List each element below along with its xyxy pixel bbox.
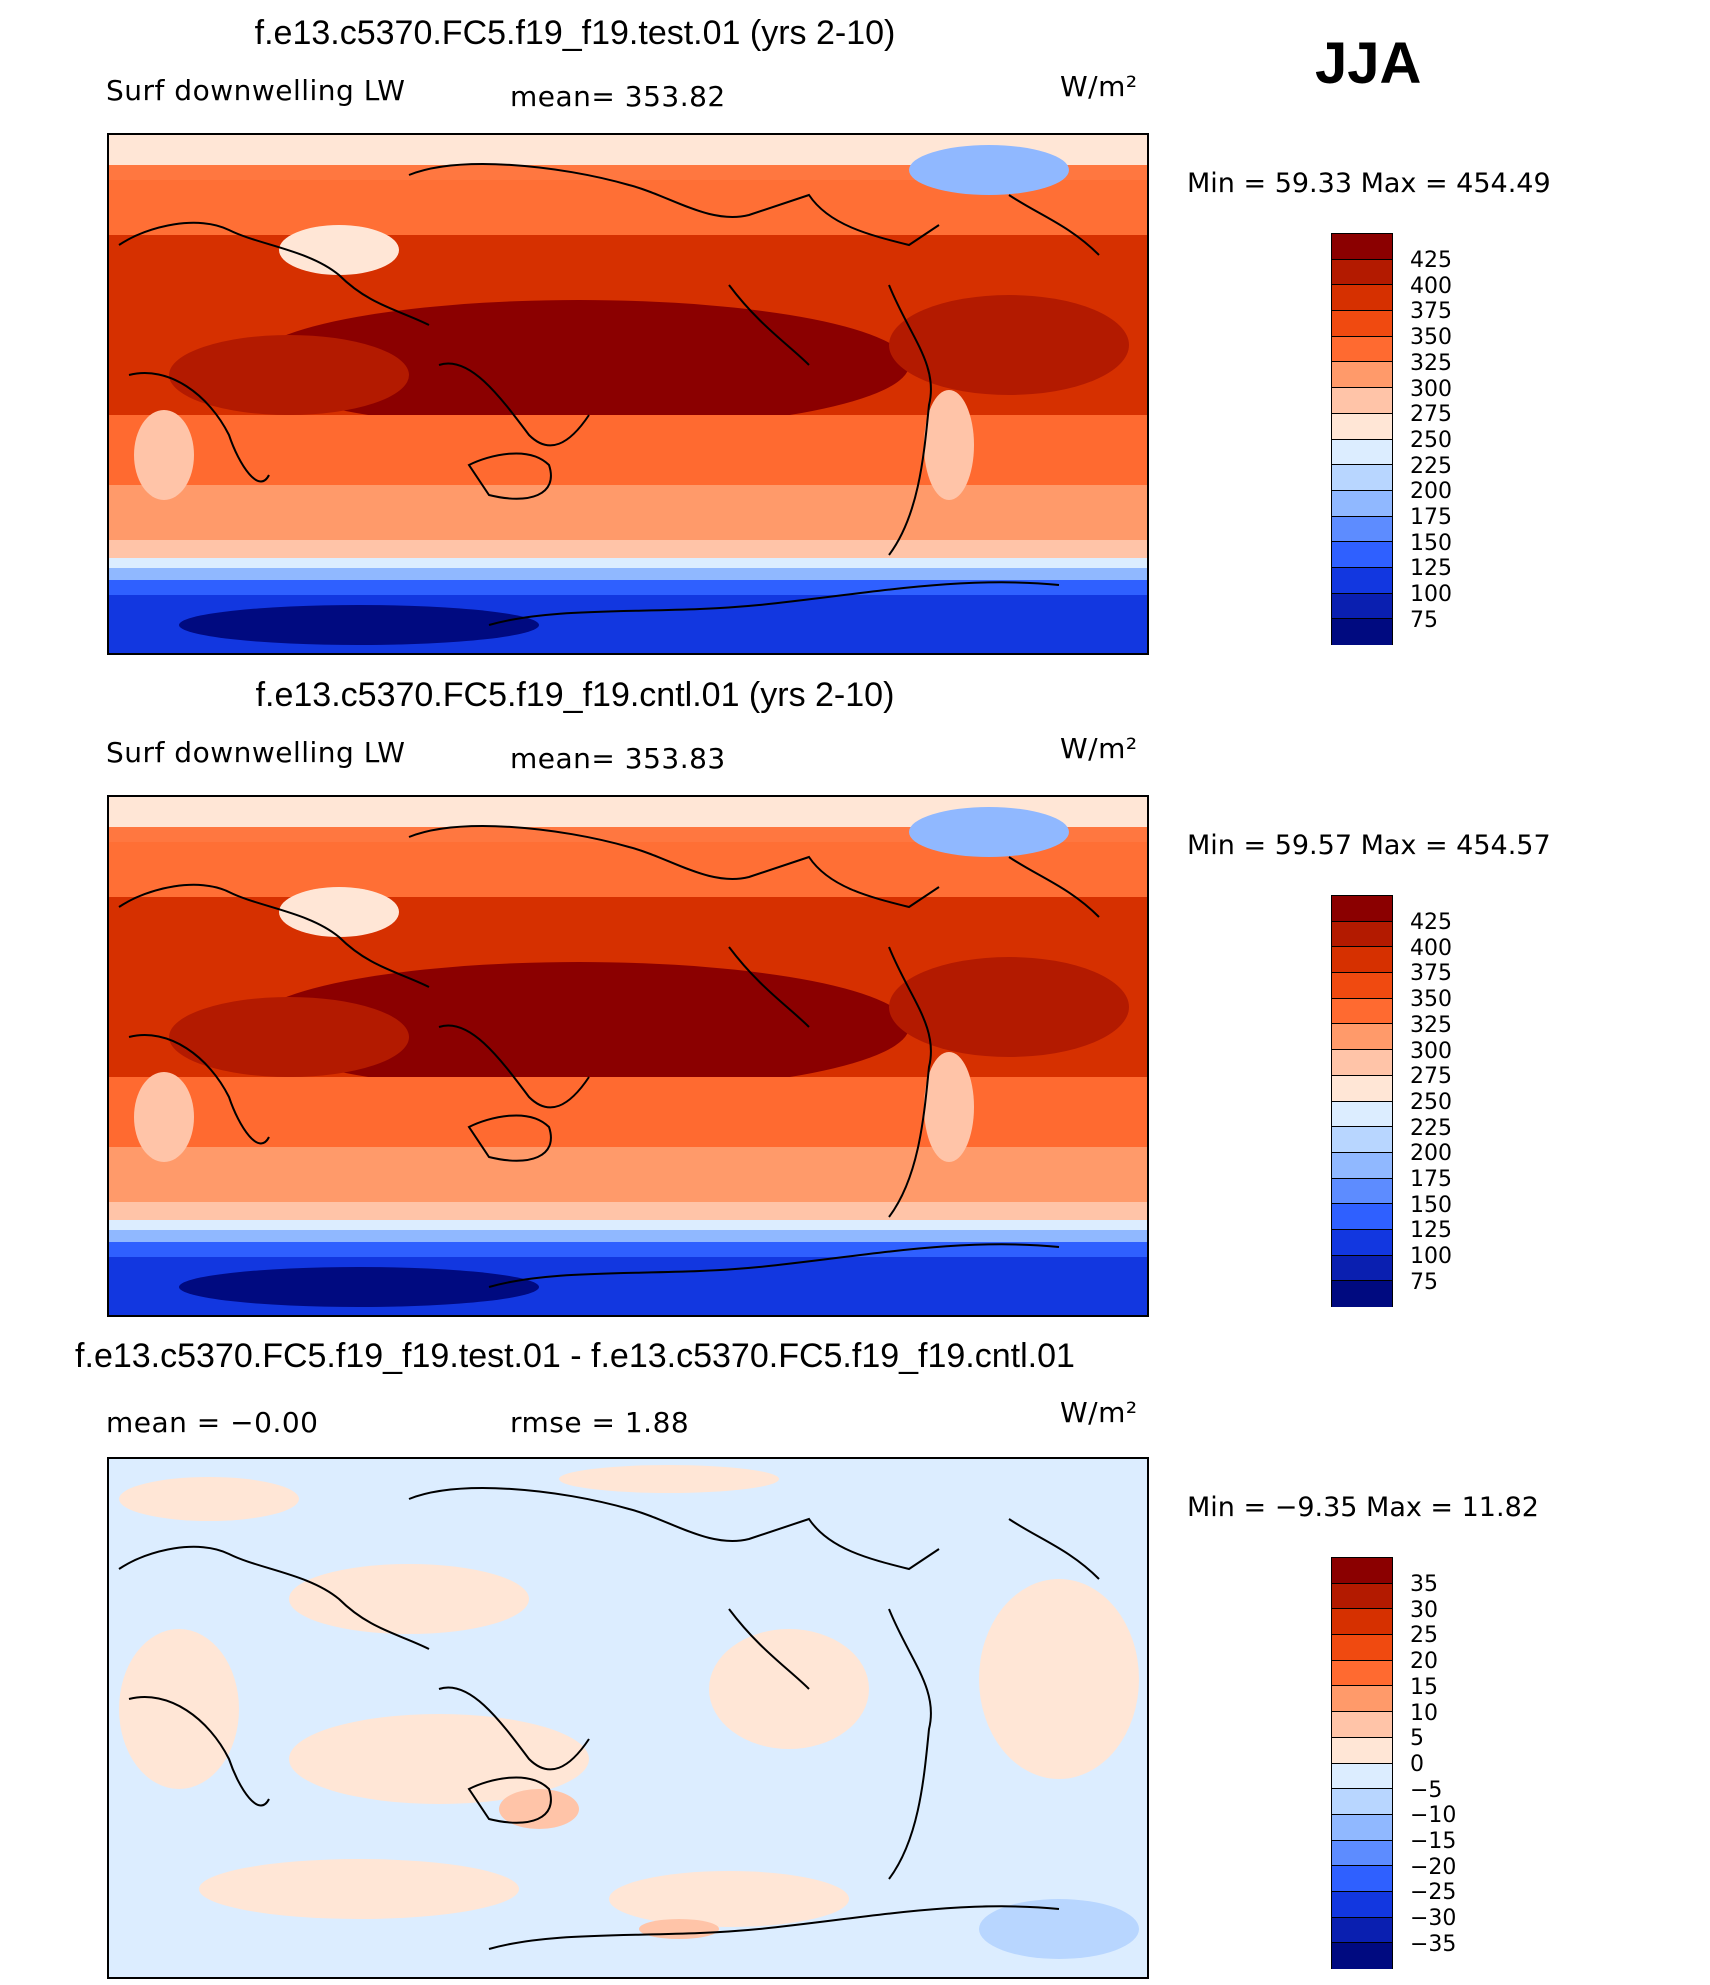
colorbar-tick: 75 xyxy=(1410,1269,1438,1295)
colorbar-tick: 175 xyxy=(1410,505,1452,531)
colorbar-tick: 150 xyxy=(1410,530,1452,556)
panel-2-colorbar xyxy=(1331,895,1393,1307)
panel-2-colorbar-ticks: 425 400 375 350 325 300 275 250 225 200 … xyxy=(1410,910,1452,1296)
panel-3-rmse-label: rmse = 1.88 xyxy=(510,1406,690,1439)
colorbar-tick: 125 xyxy=(1410,1218,1452,1244)
season-label: JJA xyxy=(1315,31,1422,96)
colorbar-tick: −30 xyxy=(1410,1906,1457,1932)
colorbar-tick: 200 xyxy=(1410,479,1452,505)
colorbar-tick: 125 xyxy=(1410,556,1452,582)
colorbar-tick: 225 xyxy=(1410,453,1452,479)
panel-2-map xyxy=(107,795,1149,1317)
colorbar-tick: −10 xyxy=(1410,1803,1457,1829)
colorbar-tick: −15 xyxy=(1410,1829,1457,1855)
panel-2-minmax: Min = 59.57 Max = 454.57 xyxy=(1187,830,1551,861)
panel-3-units-label: W/m² xyxy=(1060,1396,1138,1429)
panel-1-colorbar xyxy=(1331,233,1393,645)
colorbar-tick: −20 xyxy=(1410,1854,1457,1880)
colorbar-tick: 35 xyxy=(1410,1572,1438,1597)
panel-3-mean-label: mean = −0.00 xyxy=(106,1406,319,1439)
colorbar-tick: −25 xyxy=(1410,1880,1457,1906)
colorbar-tick: 275 xyxy=(1410,402,1452,428)
colorbar-tick: 175 xyxy=(1410,1167,1452,1193)
panel-2-map-field xyxy=(109,797,1147,1315)
colorbar-tick: 100 xyxy=(1410,582,1452,608)
panel-1-map-field xyxy=(109,135,1147,653)
colorbar-tick: 100 xyxy=(1410,1244,1452,1270)
colorbar-tick: 250 xyxy=(1410,1089,1452,1115)
colorbar-tick: 400 xyxy=(1410,273,1452,299)
colorbar-tick: −5 xyxy=(1410,1777,1443,1803)
colorbar-tick: 325 xyxy=(1410,350,1452,376)
panel-3-minmax: Min = −9.35 Max = 11.82 xyxy=(1187,1492,1539,1523)
colorbar-tick: 25 xyxy=(1410,1623,1438,1649)
panel-1-mean-label: mean= 353.82 xyxy=(510,80,726,113)
colorbar-tick: 425 xyxy=(1410,248,1452,273)
colorbar-tick: 0 xyxy=(1410,1751,1424,1777)
panel-3-title: f.e13.c5370.FC5.f19_f19.test.01 - f.e13.… xyxy=(75,1337,1075,1375)
colorbar-tick: 300 xyxy=(1410,376,1452,402)
panel-3-map xyxy=(107,1457,1149,1979)
colorbar-tick: 10 xyxy=(1410,1700,1438,1726)
panel-1-map xyxy=(107,133,1149,655)
panel-1-minmax: Min = 59.33 Max = 454.49 xyxy=(1187,168,1551,199)
panel-3-map-field xyxy=(109,1459,1147,1977)
panel-2-title: f.e13.c5370.FC5.f19_f19.cntl.01 (yrs 2-1… xyxy=(255,676,895,714)
colorbar-tick: 400 xyxy=(1410,935,1452,961)
panel-1-variable-label: Surf downwelling LW xyxy=(106,74,406,107)
panel-2-units-label: W/m² xyxy=(1060,732,1138,765)
panel-1-title: f.e13.c5370.FC5.f19_f19.test.01 (yrs 2-1… xyxy=(254,14,896,52)
colorbar-tick: 350 xyxy=(1410,987,1452,1013)
panel-1-units-label: W/m² xyxy=(1060,70,1138,103)
colorbar-tick: 300 xyxy=(1410,1038,1452,1064)
colorbar-tick: 5 xyxy=(1410,1726,1424,1752)
colorbar-tick: 350 xyxy=(1410,325,1452,351)
colorbar-tick: −35 xyxy=(1410,1931,1457,1957)
colorbar-tick: 250 xyxy=(1410,427,1452,453)
colorbar-tick: 15 xyxy=(1410,1674,1438,1700)
panel-3-colorbar-ticks: 35 30 25 20 15 10 5 0 −5 −10 −15 −20 −25… xyxy=(1410,1572,1456,1958)
colorbar-tick: 20 xyxy=(1410,1649,1438,1675)
panel-1-colorbar-ticks: 425 400 375 350 325 300 275 250 225 200 … xyxy=(1410,248,1452,634)
colorbar-tick: 30 xyxy=(1410,1597,1438,1623)
colorbar-tick: 325 xyxy=(1410,1012,1452,1038)
colorbar-tick: 225 xyxy=(1410,1115,1452,1141)
colorbar-tick: 375 xyxy=(1410,299,1452,325)
colorbar-tick: 200 xyxy=(1410,1141,1452,1167)
colorbar-tick: 375 xyxy=(1410,961,1452,987)
panel-3-colorbar xyxy=(1331,1557,1393,1969)
colorbar-tick: 150 xyxy=(1410,1192,1452,1218)
panel-2-variable-label: Surf downwelling LW xyxy=(106,736,406,769)
colorbar-tick: 275 xyxy=(1410,1064,1452,1090)
colorbar-tick: 425 xyxy=(1410,910,1452,935)
panel-2-mean-label: mean= 353.83 xyxy=(510,742,726,775)
colorbar-tick: 75 xyxy=(1410,607,1438,633)
